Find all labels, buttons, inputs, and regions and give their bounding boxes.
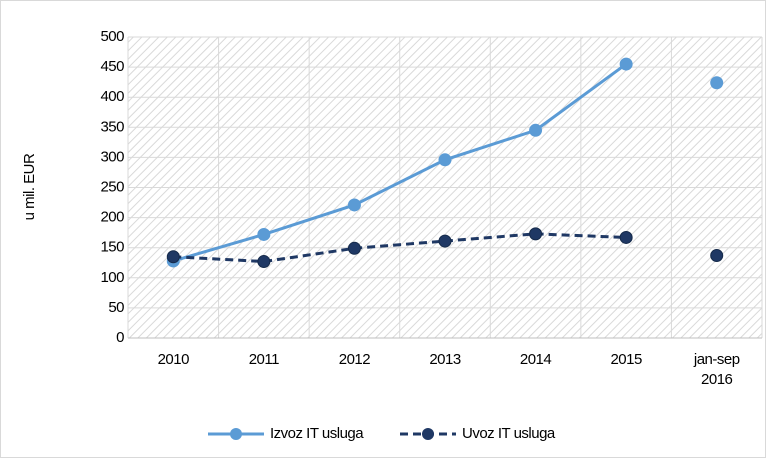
series-line	[173, 232, 627, 264]
x-tick-label: 2015	[610, 351, 642, 368]
data-point	[257, 255, 271, 269]
data-point	[438, 153, 452, 167]
data-point	[438, 234, 452, 248]
data-point	[166, 250, 180, 264]
y-tick-label: 350	[100, 118, 124, 135]
y-tick-label: 100	[100, 269, 124, 286]
legend-label: Uvoz IT usluga	[462, 425, 556, 442]
y-tick-label: 300	[100, 148, 124, 165]
y-tick-label: 450	[100, 58, 124, 75]
data-point	[710, 249, 724, 263]
x-tick-label: jan-sep 2016	[693, 351, 740, 388]
y-tick-label: 500	[100, 28, 124, 45]
x-tick-label: 2011	[249, 351, 279, 368]
y-tick-label: 250	[100, 178, 124, 195]
data-point	[619, 230, 633, 244]
y-axis-label: u mil. EUR	[21, 153, 38, 220]
legend-marker	[230, 428, 242, 440]
legend-label: Izvoz IT usluga	[270, 425, 364, 442]
x-tick-label: 2014	[520, 351, 552, 368]
y-tick-label: 150	[100, 239, 124, 256]
x-tick-label: 2012	[339, 351, 371, 368]
data-point	[347, 198, 361, 212]
x-tick-label: 2010	[158, 351, 190, 368]
legend-marker	[422, 428, 434, 440]
data-point	[619, 57, 633, 71]
y-tick-label: 50	[108, 299, 124, 316]
series-line	[172, 62, 628, 263]
data-point	[529, 227, 543, 241]
data-point	[347, 241, 361, 255]
y-tick-label: 400	[100, 88, 124, 105]
y-tick-label: 200	[100, 209, 124, 226]
data-point	[710, 76, 724, 90]
y-tick-label: 0	[116, 329, 124, 346]
data-point	[257, 227, 271, 241]
data-point	[529, 123, 543, 137]
x-tick-label: 2013	[429, 351, 461, 368]
